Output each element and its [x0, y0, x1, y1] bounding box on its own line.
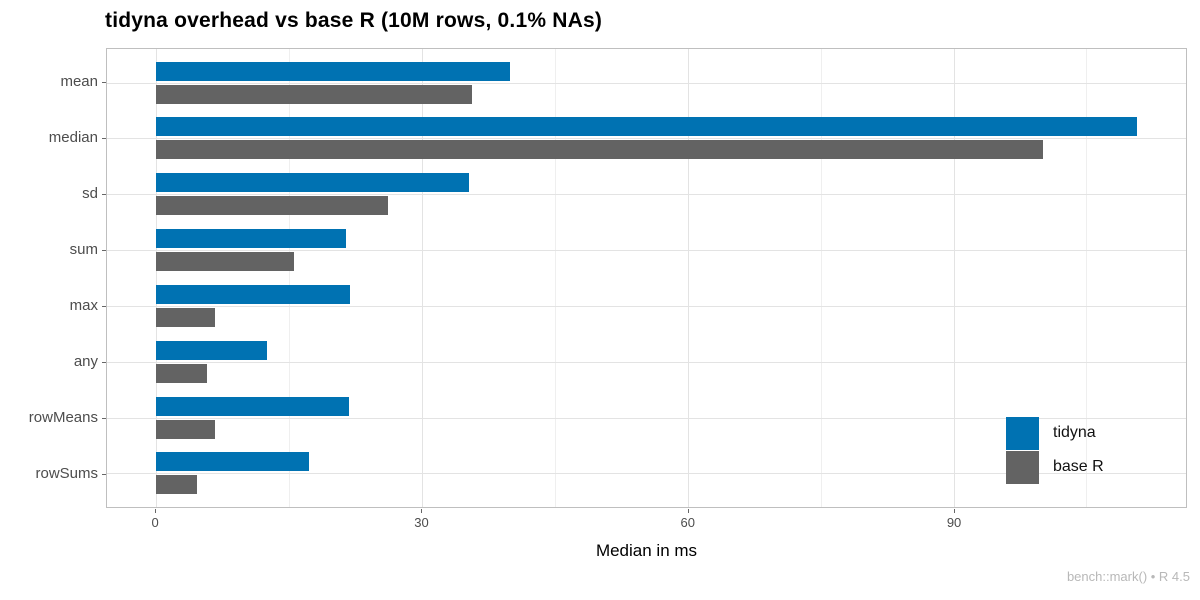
bar-base-r	[156, 84, 473, 104]
legend-entry: tidyna	[1006, 416, 1104, 450]
major-gridline	[421, 49, 423, 507]
bar-base-r	[156, 419, 215, 439]
y-axis-tick	[102, 249, 106, 251]
x-axis-tick	[687, 509, 689, 513]
minor-gridline	[1086, 49, 1088, 507]
x-axis-title: Median in ms	[595, 541, 698, 560]
chart-title: tidyna overhead vs base R (10M rows, 0.1…	[105, 9, 603, 32]
category-gridline	[107, 194, 1186, 196]
bar-base-r	[156, 252, 295, 272]
major-gridline	[953, 49, 955, 507]
category-gridline	[107, 138, 1186, 140]
y-axis-tick	[102, 137, 106, 139]
category-gridline	[107, 82, 1186, 84]
bar-base-r	[156, 196, 389, 216]
x-axis-tick	[155, 509, 157, 513]
legend-label: tidyna	[1053, 424, 1096, 441]
bar-group-mean	[107, 61, 1186, 104]
minor-gridline	[820, 49, 822, 507]
bar-tidyna	[156, 340, 267, 360]
bar-group-median	[107, 117, 1186, 160]
x-axis-tick-label: 0	[151, 515, 159, 530]
category-gridline	[107, 473, 1186, 475]
bar-group-sd	[107, 173, 1186, 216]
bar-tidyna	[156, 284, 351, 304]
bar-base-r	[156, 140, 1043, 160]
y-axis-label: max	[69, 297, 98, 315]
bar-base-r	[156, 475, 197, 495]
legend-entry: base R	[1006, 450, 1104, 484]
minor-gridline	[288, 49, 290, 507]
y-axis-label: mean	[60, 72, 98, 90]
chart-caption: bench::mark() • R 4.5	[1066, 569, 1190, 584]
y-axis-tick	[102, 306, 106, 308]
y-axis-tick	[102, 418, 106, 420]
plot-panel: tidyna base R	[106, 48, 1187, 508]
x-axis-tick	[954, 509, 956, 513]
bar-tidyna	[156, 61, 511, 81]
y-axis-label: median	[48, 128, 98, 146]
bar-group-max	[107, 284, 1186, 327]
legend-swatch	[1006, 416, 1039, 450]
category-gridline	[107, 417, 1186, 419]
y-axis-tick	[102, 81, 106, 83]
y-axis-tick	[102, 193, 106, 195]
major-gridline	[687, 49, 689, 507]
y-axis-tick	[102, 362, 106, 364]
bar-group-sum	[107, 229, 1186, 272]
legend: tidyna base R	[1006, 416, 1104, 484]
y-axis-tick	[102, 474, 106, 476]
x-axis-tick-label: 60	[680, 515, 695, 530]
y-axis-label: rowSums	[35, 465, 98, 483]
bar-base-r	[156, 363, 207, 383]
legend-swatch	[1006, 450, 1039, 484]
bar-tidyna	[156, 452, 310, 472]
bar-base-r	[156, 307, 215, 327]
x-axis-tick	[421, 509, 423, 513]
y-axis-label: rowMeans	[28, 409, 98, 427]
major-gridline	[156, 49, 158, 507]
bar-tidyna	[156, 396, 350, 416]
x-axis-tick-label: 30	[414, 515, 429, 530]
x-axis-tick-label: 90	[946, 515, 962, 530]
bar-group-rowSums	[107, 452, 1186, 495]
bar-tidyna	[156, 117, 1137, 137]
bar-group-rowMeans	[107, 396, 1186, 439]
bar-tidyna	[156, 173, 469, 193]
y-axis-label: sum	[69, 240, 98, 258]
legend-label: base R	[1053, 458, 1104, 475]
minor-gridline	[554, 49, 556, 507]
bar-tidyna	[156, 229, 346, 249]
category-gridline	[107, 250, 1186, 252]
y-axis-label: any	[73, 353, 98, 371]
category-gridline	[107, 305, 1186, 307]
y-axis-label: sd	[82, 184, 98, 202]
category-gridline	[107, 361, 1186, 363]
bar-group-any	[107, 340, 1186, 383]
